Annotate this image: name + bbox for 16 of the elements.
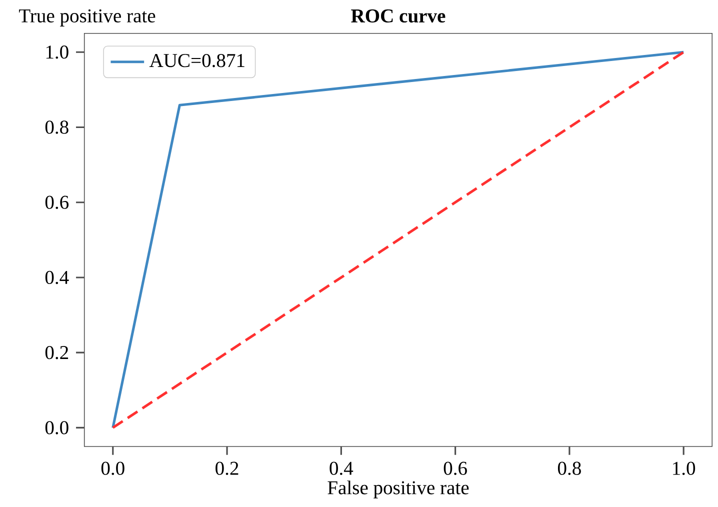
y-axis-title: True positive rate [19,9,156,26]
y-tick-label: 1.0 [46,45,68,59]
y-tick-label: 0.6 [45,196,69,209]
y-tick-label: 0.8 [45,120,68,134]
x-tick-label: 0.6 [444,462,467,475]
y-tick-label: 0.0 [45,421,68,434]
x-tick-label: 0.2 [216,462,238,475]
x-tick-label: 1.0 [673,462,696,475]
y-tick-label: 0.4 [45,270,69,284]
legend-label: AUC=0.871 [149,54,244,68]
chart-title: ROC curve [351,9,446,23]
x-tick-label: 0.4 [330,462,354,475]
x-axis-title: False positive rate [328,480,469,498]
x-tick-label: 0.8 [558,462,581,475]
y-tick-label: 0.2 [45,346,68,360]
x-tick-label: 0.0 [101,462,124,475]
